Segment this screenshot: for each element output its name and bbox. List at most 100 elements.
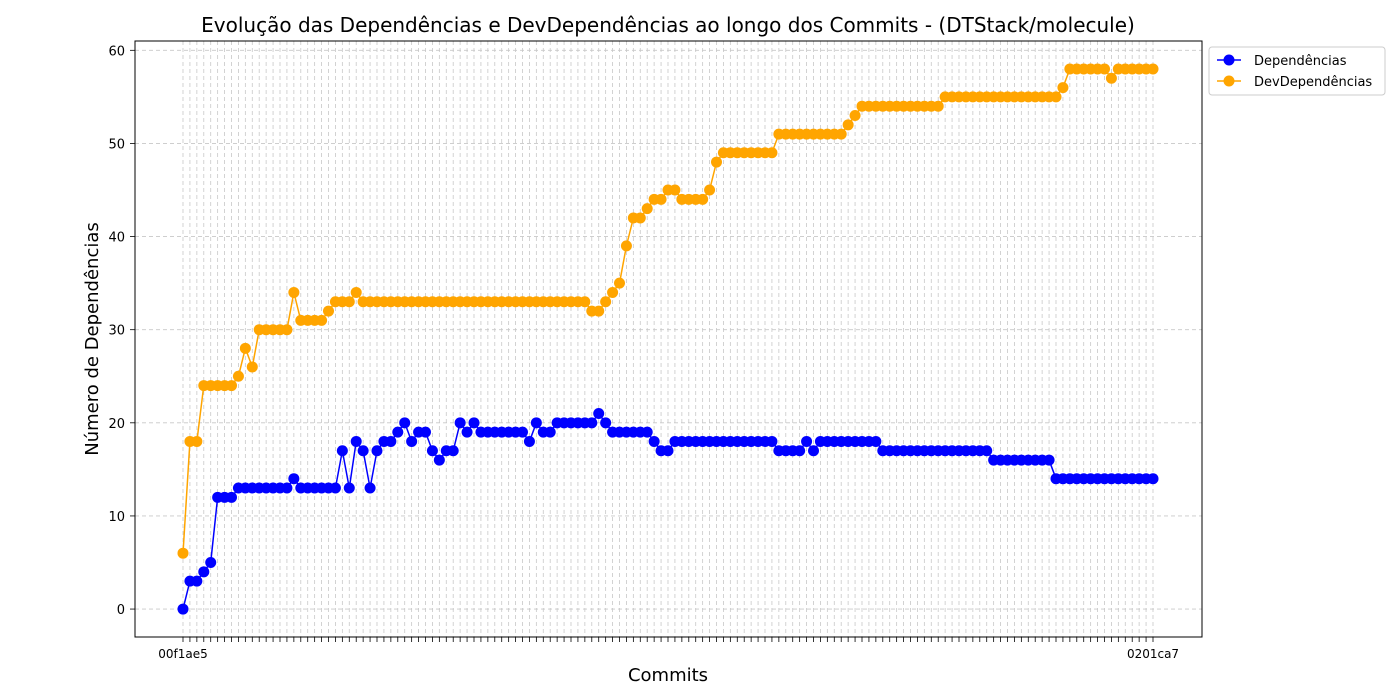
series-layer (177, 63, 1159, 615)
data-point (232, 370, 244, 382)
data-point (634, 212, 646, 224)
data-point (288, 473, 300, 485)
data-point (523, 435, 535, 447)
data-point (600, 296, 612, 308)
data-point (662, 445, 674, 457)
legend-label: Dependências (1254, 54, 1347, 69)
data-point (246, 361, 258, 373)
y-tick-label: 0 (117, 603, 125, 618)
data-point (614, 277, 625, 289)
data-point (350, 435, 362, 447)
data-point (1147, 473, 1159, 485)
data-point (288, 286, 300, 298)
x-axis-ticks: 00f1ae5 0201ca7 (158, 637, 1179, 661)
data-point (517, 426, 528, 438)
y-tick-label: 60 (108, 44, 125, 59)
data-point (433, 454, 445, 466)
data-point (468, 417, 480, 429)
x-tick-label-last: 0201ca7 (1127, 647, 1179, 661)
data-point (406, 435, 418, 447)
y-tick-label: 30 (108, 324, 125, 339)
data-point (704, 184, 716, 196)
horizontal-grid (135, 49, 1202, 610)
legend-label: DevDependências (1254, 75, 1372, 90)
data-point (371, 445, 383, 457)
x-axis-label: Commits (628, 665, 708, 686)
data-point (579, 296, 591, 308)
data-point (600, 417, 612, 429)
data-point (1105, 72, 1117, 84)
chart-title: Evolução das Dependências e DevDependênc… (201, 13, 1135, 37)
data-point (801, 435, 813, 447)
y-axis-label: Número de Dependências (82, 222, 103, 456)
data-point (1147, 63, 1159, 75)
legend-marker (1223, 54, 1235, 66)
data-point (343, 482, 355, 494)
data-point (981, 445, 993, 457)
data-point (1099, 63, 1110, 75)
series-2 (177, 63, 1159, 559)
data-point (426, 445, 438, 457)
data-point (766, 435, 778, 447)
data-point (364, 482, 376, 494)
data-point (316, 314, 328, 326)
series-1 (177, 408, 1159, 615)
legend-box (1208, 46, 1386, 96)
data-point (593, 408, 605, 419)
data-point (711, 156, 722, 168)
data-point (544, 426, 556, 438)
data-point (329, 482, 341, 494)
plot-frame (134, 40, 1203, 638)
data-point (794, 445, 806, 457)
data-point (281, 482, 293, 494)
data-point (392, 426, 404, 438)
data-point (641, 203, 653, 215)
data-point (1043, 454, 1055, 466)
data-point (177, 603, 189, 615)
data-point (198, 566, 210, 578)
data-point (641, 426, 653, 438)
data-point (336, 445, 348, 457)
y-axis-ticks: 0 10 20 30 40 50 60 (108, 44, 135, 618)
data-point (669, 184, 681, 196)
data-point (620, 240, 632, 252)
data-point (655, 193, 667, 205)
data-point (343, 296, 355, 308)
data-point (323, 305, 334, 317)
data-point (697, 193, 709, 205)
data-point (593, 305, 605, 317)
data-point (842, 119, 854, 131)
data-point (932, 100, 944, 112)
data-point (399, 417, 411, 429)
data-point (849, 110, 861, 121)
y-tick-label: 40 (108, 231, 125, 246)
data-point (1057, 82, 1069, 94)
data-point (239, 342, 251, 354)
data-point (607, 286, 619, 298)
legend-marker (1223, 75, 1235, 87)
data-point (191, 435, 203, 447)
data-point (447, 445, 459, 457)
data-point (1050, 91, 1062, 103)
data-point (385, 435, 397, 447)
y-tick-label: 20 (108, 417, 125, 432)
vertical-grid (182, 41, 1154, 637)
data-point (357, 445, 369, 457)
data-point (586, 417, 598, 429)
data-point (461, 426, 473, 438)
y-tick-label: 50 (108, 137, 125, 152)
data-point (835, 128, 847, 140)
data-point (420, 426, 431, 438)
data-point (766, 147, 778, 159)
data-point (530, 417, 542, 429)
data-point (870, 435, 882, 447)
data-point (177, 547, 189, 559)
data-point (648, 435, 660, 447)
data-point (226, 491, 237, 503)
data-point (281, 324, 293, 336)
data-point (454, 417, 466, 429)
data-point (226, 380, 237, 392)
data-point (191, 575, 203, 587)
